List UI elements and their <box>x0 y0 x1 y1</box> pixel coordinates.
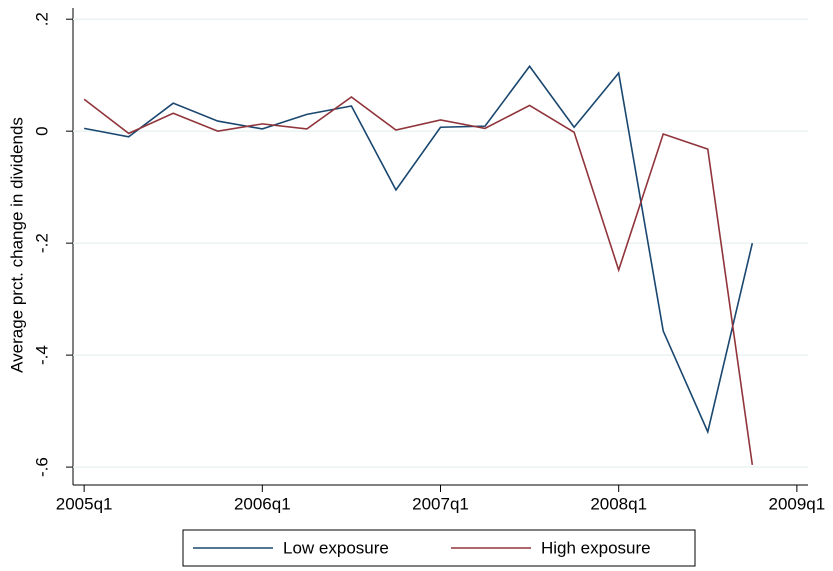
x-tick-label: 2006q1 <box>234 494 291 513</box>
y-tick-label: .2 <box>32 12 51 26</box>
x-tick-label: 2005q1 <box>56 494 113 513</box>
x-tick-label: 2008q1 <box>590 494 647 513</box>
y-tick-label: -.4 <box>32 345 51 365</box>
x-tick-label: 2009q1 <box>768 494 825 513</box>
legend-label: Low exposure <box>283 538 389 557</box>
legend-label: High exposure <box>541 538 651 557</box>
y-tick-label: -.6 <box>32 457 51 477</box>
y-axis-title: Average prct. change in dividends <box>7 117 26 373</box>
y-tick-label: -.2 <box>32 233 51 253</box>
y-tick-label: 0 <box>32 126 51 135</box>
series-line <box>83 64 754 435</box>
x-tick-label: 2007q1 <box>412 494 469 513</box>
series-line <box>83 96 754 465</box>
